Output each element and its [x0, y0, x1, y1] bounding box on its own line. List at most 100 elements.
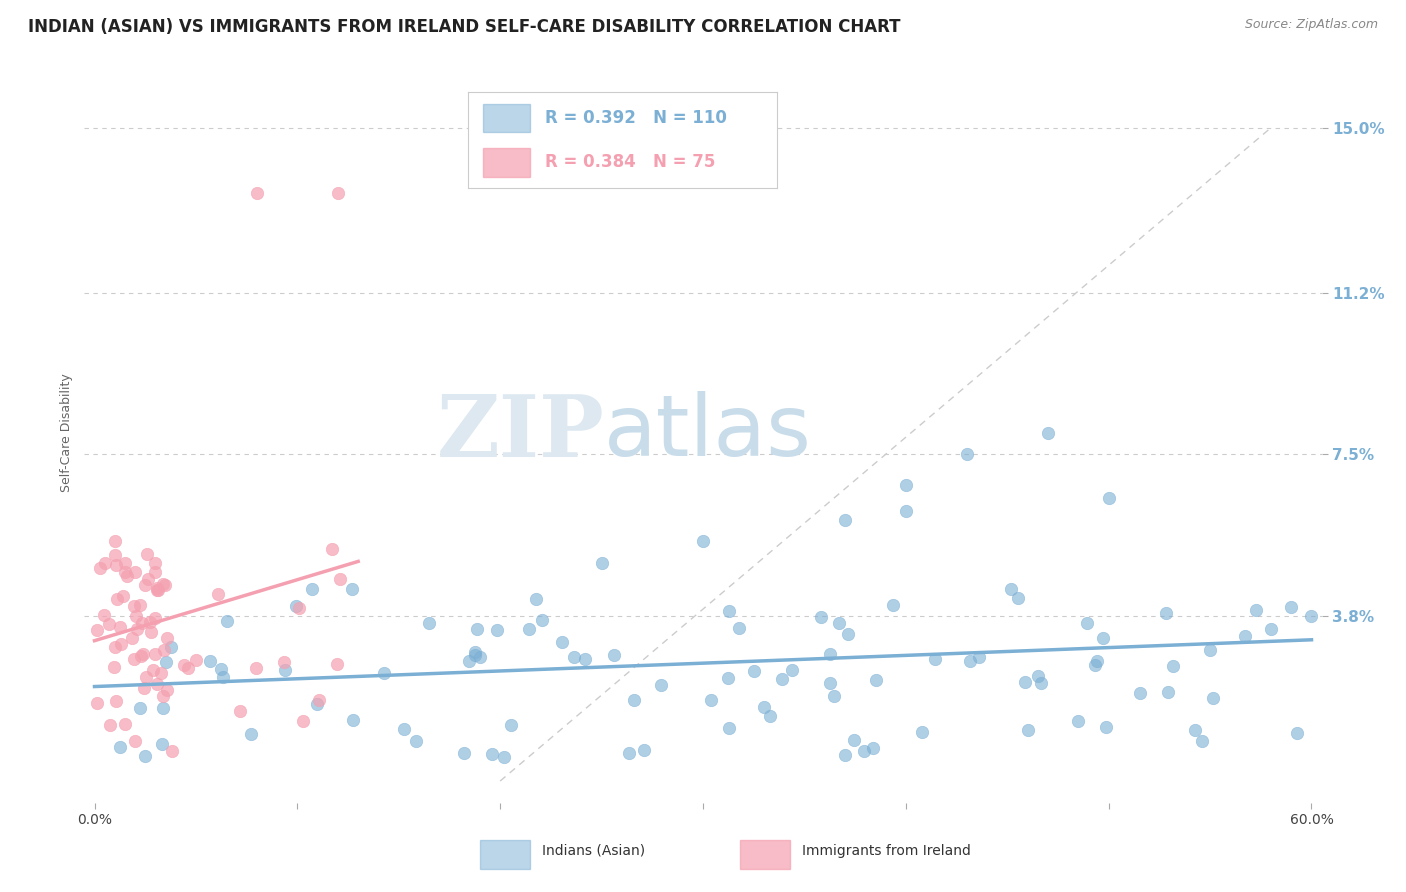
- Point: [125, 622, 148, 636]
- Point: [834, 747, 856, 762]
- Point: [464, 645, 486, 659]
- Point: [823, 689, 845, 703]
- Point: [146, 582, 169, 597]
- Point: [956, 447, 979, 461]
- Point: [1233, 629, 1256, 643]
- Point: [86, 624, 108, 638]
- Point: [394, 722, 416, 736]
- Point: [105, 558, 128, 573]
- Point: [152, 700, 174, 714]
- Point: [274, 663, 297, 677]
- Point: [152, 577, 174, 591]
- Point: [780, 663, 803, 677]
- Point: [138, 615, 160, 629]
- Point: [591, 556, 613, 570]
- Point: [1184, 723, 1206, 738]
- Point: [287, 600, 309, 615]
- Point: [134, 578, 156, 592]
- Point: [718, 604, 741, 618]
- Point: [229, 705, 252, 719]
- Point: [129, 598, 152, 612]
- Point: [633, 743, 655, 757]
- Point: [108, 740, 131, 755]
- Point: [284, 599, 307, 614]
- Point: [136, 547, 159, 561]
- Point: [342, 713, 364, 727]
- Text: Source: ZipAtlas.com: Source: ZipAtlas.com: [1244, 18, 1378, 31]
- Point: [129, 648, 152, 663]
- Point: [329, 573, 352, 587]
- Point: [418, 616, 440, 631]
- Point: [894, 478, 917, 492]
- Point: [93, 607, 115, 622]
- Point: [485, 623, 508, 637]
- Point: [86, 696, 108, 710]
- Point: [467, 622, 489, 636]
- Point: [862, 741, 884, 756]
- Point: [1341, 622, 1364, 636]
- Point: [89, 561, 111, 575]
- Point: [1199, 643, 1222, 657]
- Point: [717, 671, 740, 685]
- FancyBboxPatch shape: [740, 840, 790, 870]
- Point: [842, 733, 865, 747]
- Point: [470, 649, 492, 664]
- Point: [146, 581, 169, 595]
- Point: [142, 663, 165, 677]
- Point: [124, 652, 146, 666]
- Point: [1014, 675, 1036, 690]
- Point: [603, 648, 626, 662]
- Text: INDIAN (ASIAN) VS IMMIGRANTS FROM IRELAND SELF-CARE DISABILITY CORRELATION CHART: INDIAN (ASIAN) VS IMMIGRANTS FROM IRELAN…: [28, 18, 901, 36]
- Point: [894, 504, 917, 518]
- Point: [717, 721, 740, 735]
- Point: [207, 587, 229, 601]
- Point: [93, 556, 115, 570]
- Point: [1191, 733, 1213, 747]
- Point: [692, 534, 714, 549]
- Point: [1029, 676, 1052, 690]
- Point: [1007, 591, 1029, 605]
- Point: [131, 615, 153, 630]
- Point: [744, 664, 766, 678]
- Point: [770, 673, 793, 687]
- Point: [1161, 659, 1184, 673]
- Point: [114, 717, 136, 731]
- Point: [759, 709, 782, 723]
- Point: [1279, 599, 1302, 614]
- Point: [1285, 726, 1308, 740]
- Point: [307, 697, 329, 711]
- Point: [1026, 669, 1049, 683]
- Point: [1092, 632, 1115, 646]
- Point: [160, 744, 183, 758]
- Point: [1095, 720, 1118, 734]
- Point: [1129, 686, 1152, 700]
- Point: [128, 701, 150, 715]
- Point: [818, 647, 841, 661]
- Text: Immigrants from Ireland: Immigrants from Ireland: [801, 844, 972, 858]
- Point: [152, 689, 174, 703]
- Point: [882, 598, 904, 612]
- Point: [135, 669, 157, 683]
- Point: [1260, 622, 1282, 636]
- Point: [143, 565, 166, 579]
- Text: ZIP: ZIP: [436, 391, 605, 475]
- Point: [308, 693, 330, 707]
- Point: [124, 565, 146, 579]
- Y-axis label: Self-Care Disability: Self-Care Disability: [60, 373, 73, 492]
- Point: [146, 582, 169, 597]
- FancyBboxPatch shape: [481, 840, 530, 870]
- Point: [458, 653, 481, 667]
- Point: [617, 746, 640, 760]
- Point: [132, 647, 155, 661]
- Point: [865, 673, 887, 688]
- Point: [499, 717, 522, 731]
- Point: [160, 640, 183, 654]
- Point: [98, 718, 121, 732]
- Point: [114, 565, 136, 579]
- Point: [245, 661, 267, 675]
- Point: [98, 617, 121, 632]
- Point: [1244, 603, 1267, 617]
- Point: [121, 631, 143, 645]
- Point: [114, 556, 136, 570]
- Point: [155, 578, 177, 592]
